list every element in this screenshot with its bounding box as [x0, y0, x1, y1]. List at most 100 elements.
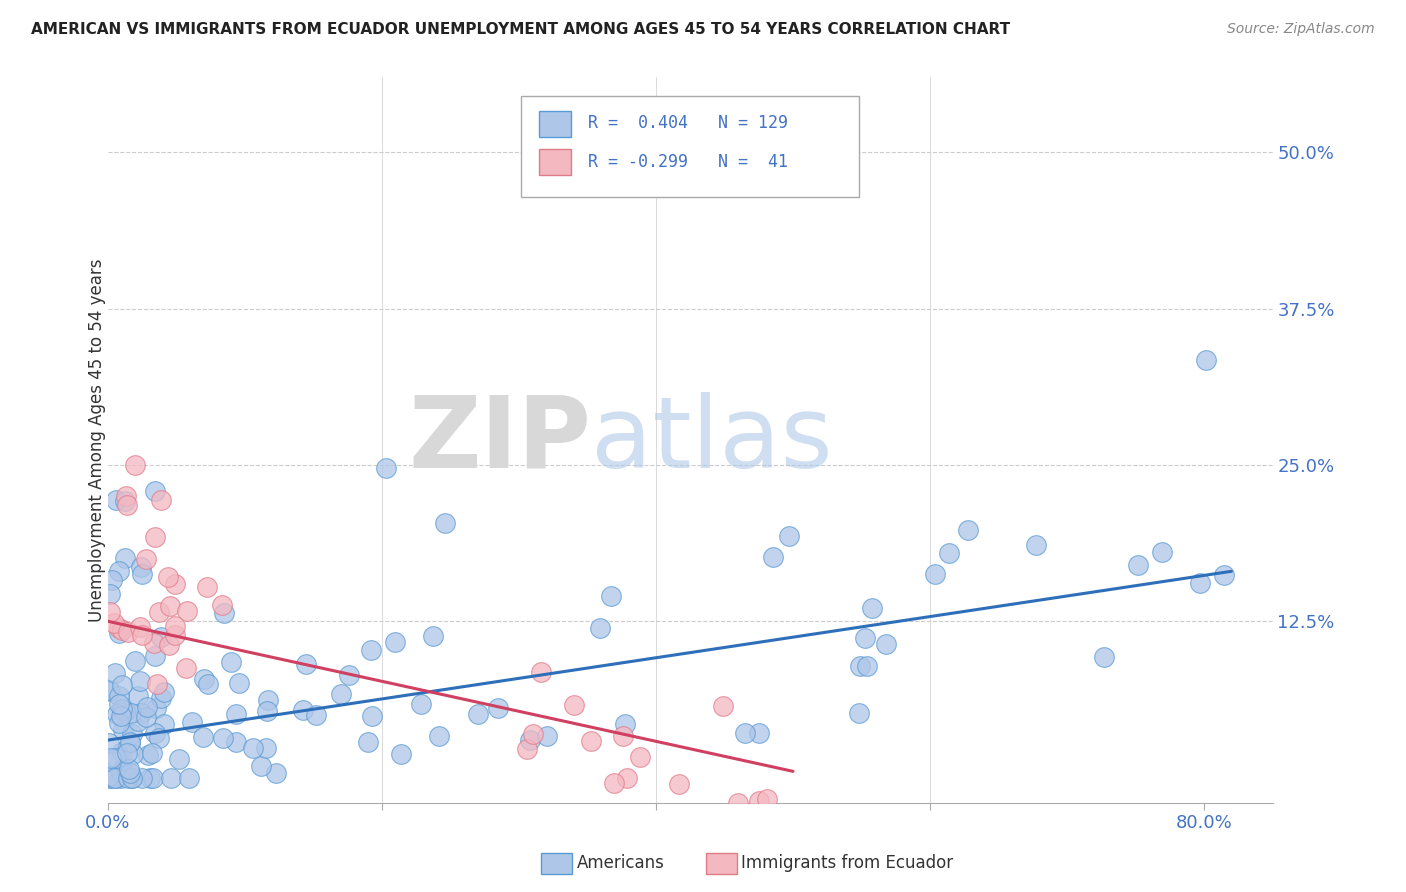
Point — [127, 689, 149, 703]
Point — [212, 731, 235, 746]
Point — [228, 676, 250, 690]
Point — [727, 796, 749, 810]
Point — [628, 750, 651, 764]
Point — [157, 570, 180, 584]
Point — [176, 604, 198, 618]
Point — [98, 605, 121, 619]
Point — [131, 567, 153, 582]
Point — [104, 771, 127, 785]
Point — [121, 771, 143, 785]
Point — [146, 677, 169, 691]
Text: ZIP: ZIP — [408, 392, 592, 489]
Point — [427, 729, 450, 743]
Point — [616, 771, 638, 785]
Point — [848, 706, 870, 720]
Point — [225, 735, 247, 749]
Point — [292, 703, 315, 717]
Point — [614, 717, 637, 731]
Point — [467, 706, 489, 721]
FancyBboxPatch shape — [522, 95, 859, 197]
Point — [174, 660, 197, 674]
Point — [145, 726, 167, 740]
Point — [409, 697, 432, 711]
Point — [600, 590, 623, 604]
Point — [139, 771, 162, 785]
Point — [486, 701, 509, 715]
Text: AMERICAN VS IMMIGRANTS FROM ECUADOR UNEMPLOYMENT AMONG AGES 45 TO 54 YEARS CORRE: AMERICAN VS IMMIGRANTS FROM ECUADOR UNEM… — [31, 22, 1010, 37]
Point — [118, 762, 141, 776]
Point — [612, 729, 634, 743]
Point — [114, 550, 136, 565]
Point — [117, 625, 139, 640]
Point — [197, 676, 219, 690]
Point — [1213, 568, 1236, 582]
Text: Source: ZipAtlas.com: Source: ZipAtlas.com — [1227, 22, 1375, 37]
Point — [250, 759, 273, 773]
Point — [135, 552, 157, 566]
Point — [145, 701, 167, 715]
Point — [108, 715, 131, 730]
Point — [329, 688, 352, 702]
Point — [114, 704, 136, 718]
Point — [129, 620, 152, 634]
Text: R = -0.299   N =  41: R = -0.299 N = 41 — [588, 153, 787, 170]
Point — [97, 683, 120, 698]
Point — [422, 629, 444, 643]
Point — [924, 566, 946, 581]
Point — [129, 706, 152, 721]
Point — [118, 765, 141, 780]
Point — [225, 707, 247, 722]
Point — [112, 723, 135, 737]
Point — [142, 771, 165, 785]
Point — [97, 771, 120, 785]
Point — [956, 524, 979, 538]
Point — [153, 717, 176, 731]
Point — [111, 702, 134, 716]
Point — [562, 698, 585, 712]
Point — [357, 734, 380, 748]
Point — [193, 673, 215, 687]
Point — [163, 628, 186, 642]
Point — [778, 529, 800, 543]
Point — [219, 655, 242, 669]
Point — [105, 707, 128, 722]
Point — [295, 657, 318, 672]
Point — [266, 765, 288, 780]
Bar — [538, 149, 571, 176]
Text: Immigrants from Ecuador: Immigrants from Ecuador — [741, 855, 953, 872]
Point — [108, 565, 131, 579]
Point — [150, 493, 173, 508]
Point — [124, 458, 146, 473]
Point — [384, 634, 406, 648]
Point — [104, 492, 127, 507]
Point — [1126, 558, 1149, 573]
Y-axis label: Unemployment Among Ages 45 to 54 years: Unemployment Among Ages 45 to 54 years — [89, 259, 105, 622]
Point — [141, 746, 163, 760]
Point — [149, 630, 172, 644]
Point — [181, 715, 204, 730]
Point — [860, 601, 883, 615]
Point — [519, 732, 541, 747]
Point — [100, 751, 122, 765]
Point — [143, 636, 166, 650]
Point — [588, 621, 610, 635]
Point — [124, 654, 146, 668]
Point — [104, 750, 127, 764]
Point — [938, 546, 960, 560]
Point — [668, 777, 690, 791]
Point — [157, 638, 180, 652]
Point — [579, 734, 602, 748]
Point — [101, 573, 124, 587]
Point — [115, 498, 138, 512]
Point — [115, 746, 138, 760]
Point — [211, 598, 233, 612]
Point — [121, 747, 143, 761]
Point — [195, 580, 218, 594]
Point — [603, 776, 626, 790]
Point — [256, 704, 278, 718]
Point — [748, 726, 770, 740]
Point — [103, 615, 125, 630]
Point — [121, 727, 143, 741]
Point — [114, 489, 136, 503]
Point — [101, 771, 124, 785]
